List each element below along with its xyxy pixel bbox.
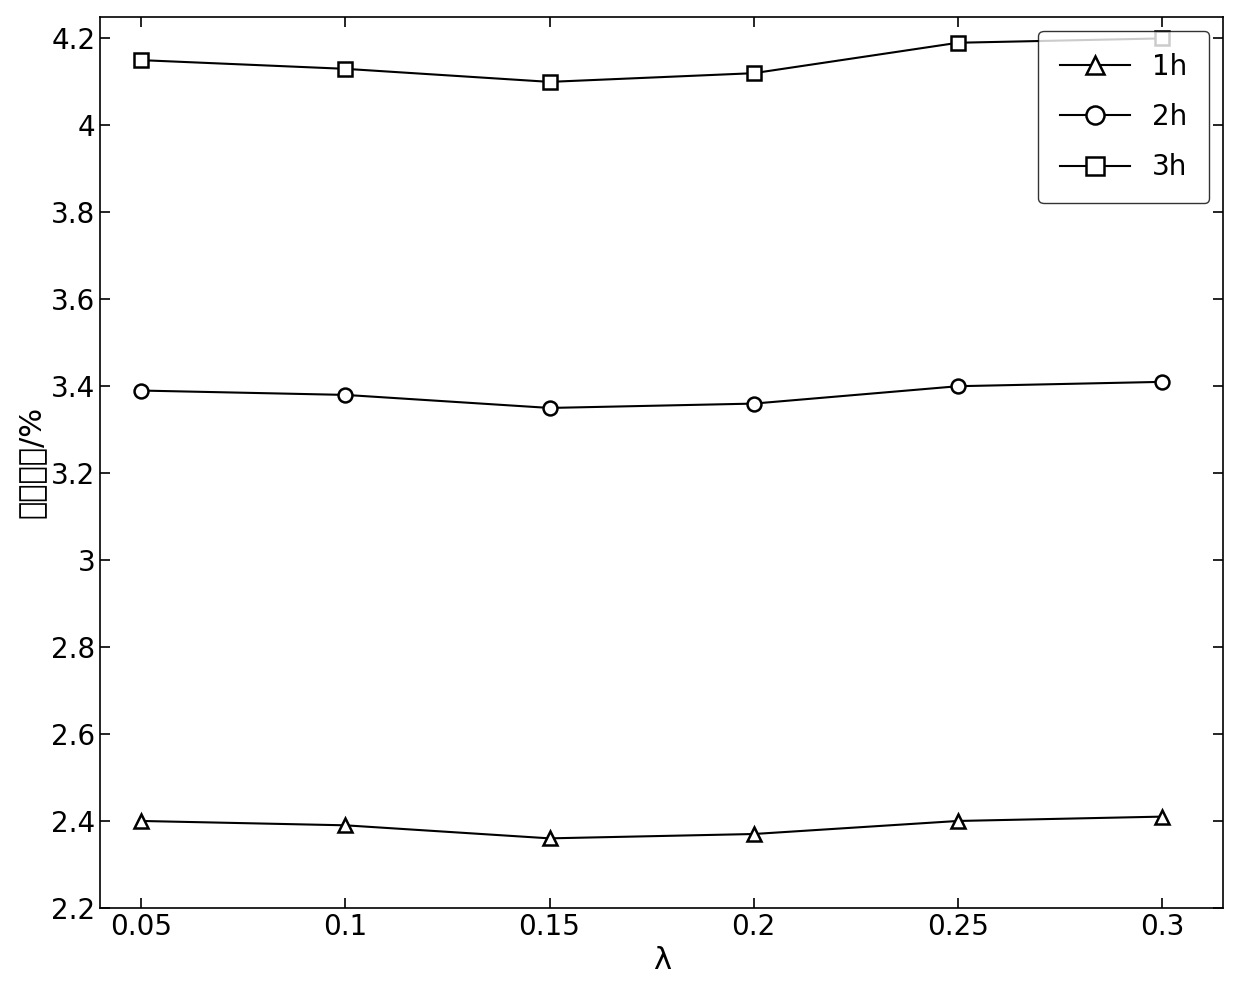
Y-axis label: 平均误差/%: 平均误差/% [16,407,46,519]
3h [339,62,353,74]
2h [134,385,149,397]
2h [339,389,353,401]
2h [950,380,965,392]
3h [746,67,761,79]
Line: 1h: 1h [134,809,1169,845]
Legend: 1h, 2h, 3h: 1h, 2h, 3h [1038,31,1209,203]
2h [746,398,761,410]
3h [950,37,965,49]
X-axis label: λ: λ [652,946,671,975]
1h [339,819,353,831]
3h [542,76,557,88]
1h [1154,810,1169,822]
2h [1154,376,1169,388]
3h [134,55,149,66]
1h [746,828,761,840]
Line: 3h: 3h [134,32,1169,89]
1h [134,815,149,827]
2h [542,402,557,414]
1h [950,815,965,827]
3h [1154,33,1169,45]
1h [542,832,557,844]
Line: 2h: 2h [134,375,1169,415]
